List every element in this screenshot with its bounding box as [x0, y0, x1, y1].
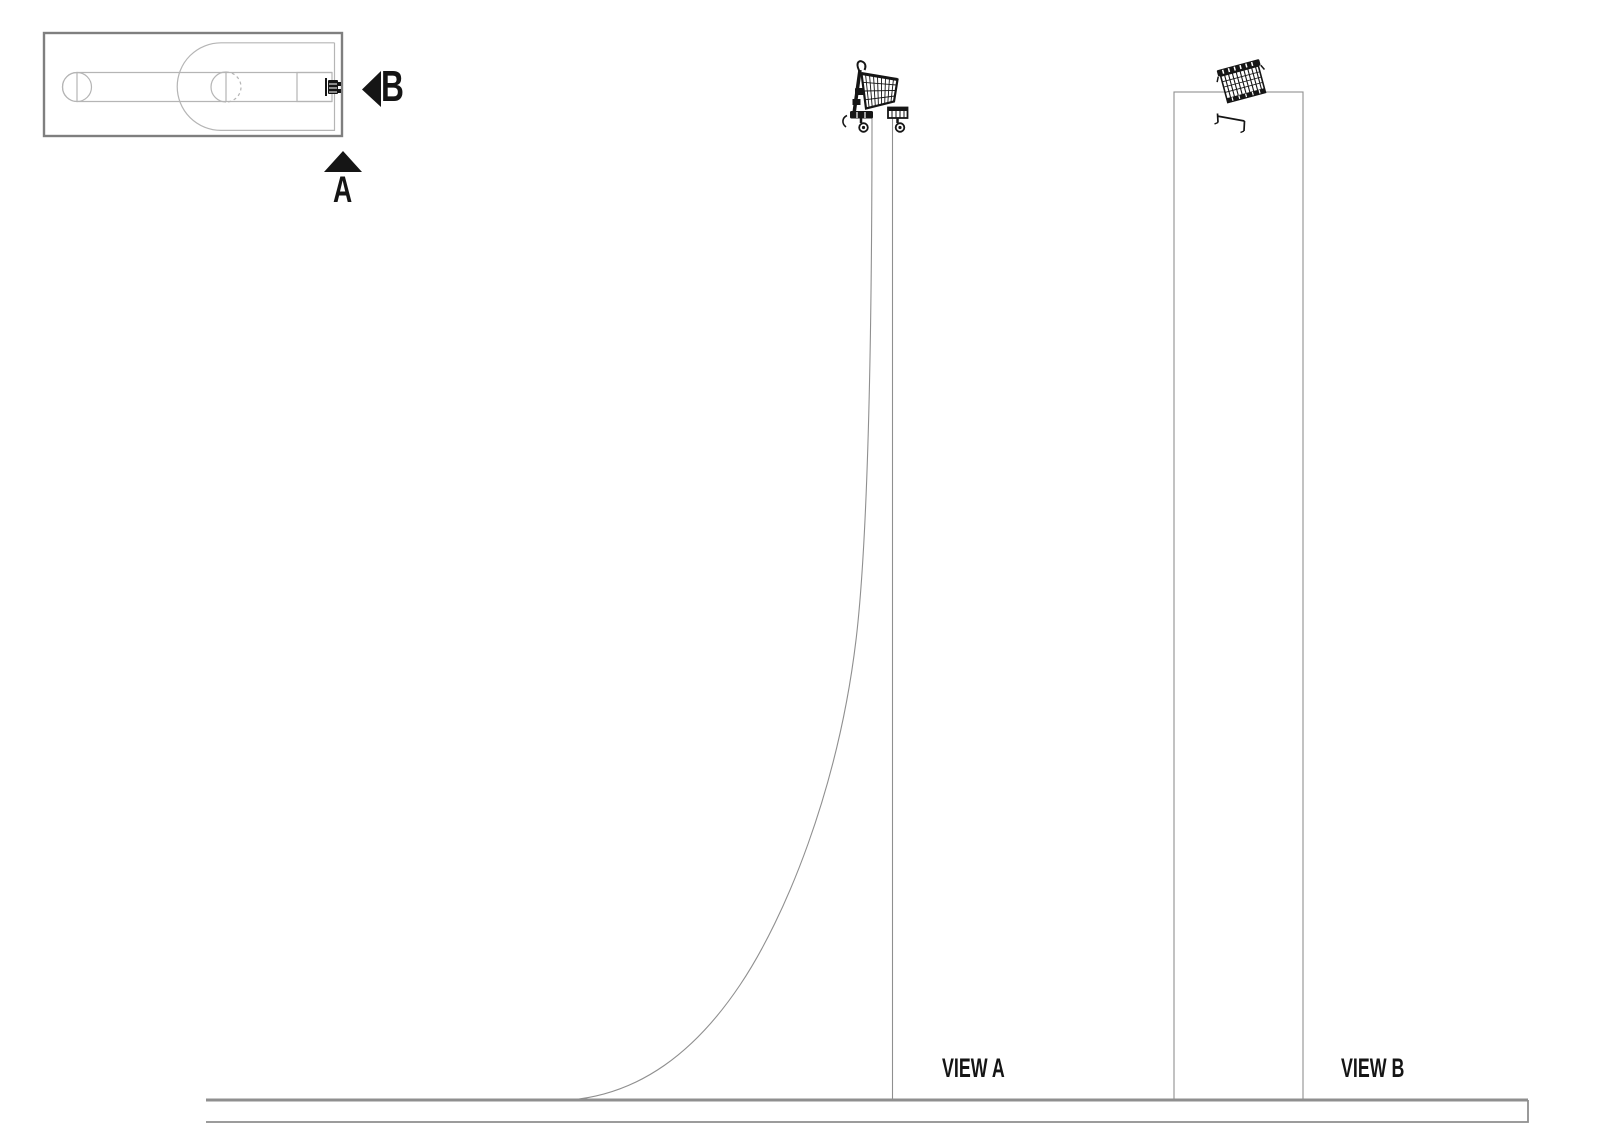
- tower-b-outline: [1173, 91, 1304, 1101]
- tower-elevation-view-b: [1173, 91, 1304, 1101]
- plan-stadium-outline: [176, 42, 336, 131]
- arrow-left-b-icon: [362, 71, 381, 107]
- view-a-label: VIEW A: [942, 1053, 1005, 1083]
- section-label-b: B: [381, 62, 404, 111]
- arrow-up-a-icon: [324, 151, 362, 172]
- shopping-cart-side-icon: [842, 60, 909, 133]
- plan-view-group: [42, 31, 344, 138]
- ramp-curve: [569, 111, 873, 1101]
- plan-ramp-strip: [61, 71, 332, 103]
- ramp-elevation-view-a: [569, 111, 894, 1101]
- shopping-cart-front-icon: [1216, 59, 1267, 104]
- plan-outer-rect: [42, 31, 344, 138]
- plan-circle-left: [61, 71, 93, 103]
- section-label-a: A: [333, 169, 353, 210]
- view-b-label: VIEW B: [1341, 1053, 1405, 1083]
- ground-slab: [206, 1098, 1529, 1123]
- shopping-cart-plan-icon: [325, 78, 341, 96]
- plan-circle-mid: [210, 71, 242, 103]
- cart-handle-front: [1214, 113, 1246, 134]
